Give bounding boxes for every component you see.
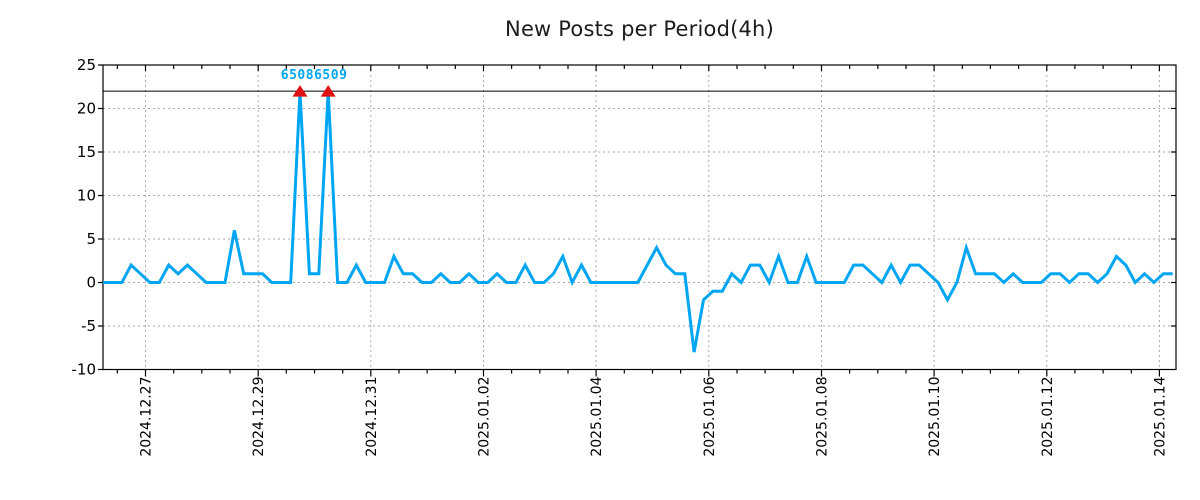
x-tick-label: 2025.01.10	[927, 377, 943, 457]
series-line	[103, 91, 1173, 353]
y-tick-label: -5	[81, 317, 96, 335]
peak-marker-triangle-icon	[320, 85, 336, 97]
y-tick-label: 10	[77, 187, 96, 205]
y-tick-label: 5	[86, 230, 96, 248]
x-tick-label: 2025.01.04	[589, 376, 605, 456]
peak-marker-triangle-icon	[292, 85, 308, 97]
chart-title: New Posts per Period(4h)	[505, 17, 774, 41]
x-tick-label: 2025.01.12	[1040, 377, 1056, 457]
y-tick-label: 25	[77, 56, 96, 74]
plot-border	[102, 64, 1177, 371]
x-tick-label: 2025.01.08	[815, 377, 831, 457]
x-tick-label: 2024.12.27	[139, 377, 155, 457]
x-tick-label: 2025.01.06	[702, 376, 718, 456]
y-tick-label: 20	[77, 100, 96, 118]
y-tick-label: 0	[86, 274, 96, 292]
y-tick-label: 15	[77, 143, 96, 161]
x-tick-label: 2024.12.31	[364, 377, 380, 457]
x-tick-label: 2024.12.29	[251, 377, 267, 457]
peak-annotation-label: 65086509	[281, 68, 348, 83]
y-tick-label: -10	[72, 361, 97, 379]
x-tick-label: 2025.01.02	[477, 377, 493, 457]
x-tick-label: 2025.01.14	[1152, 376, 1168, 456]
